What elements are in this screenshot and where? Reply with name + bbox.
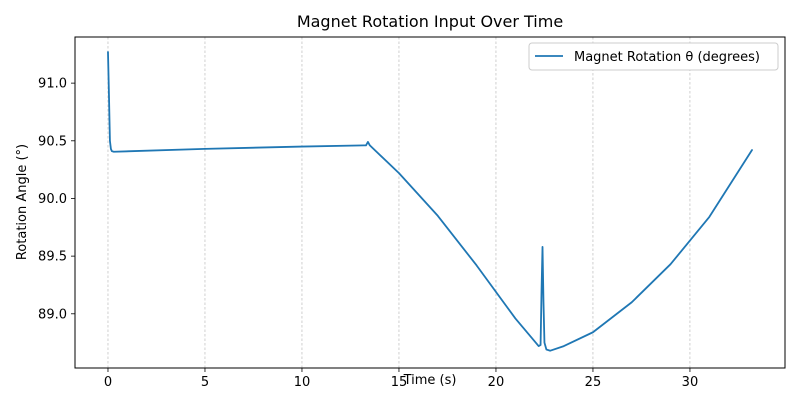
x-axis-title: Time (s) xyxy=(403,373,457,388)
series-layer xyxy=(107,51,753,352)
x-tick-label: 15 xyxy=(391,375,408,390)
legend: Magnet Rotation θ (degrees) xyxy=(528,42,779,71)
y-tick-label: 91.0 xyxy=(38,77,67,92)
legend-box xyxy=(528,42,779,71)
y-tick-label: 89.5 xyxy=(38,250,67,265)
chart-title: Magnet Rotation Input Over Time xyxy=(297,12,563,31)
y-axis-title: Rotation Angle (°) xyxy=(15,144,30,260)
x-tick-label: 20 xyxy=(488,375,505,390)
y-axis-ticks: 89.0 89.5 90.0 90.5 91.0 xyxy=(38,77,75,322)
x-axis-ticks: 0 5 10 15 20 25 30 xyxy=(104,368,698,390)
x-tick-label: 5 xyxy=(201,375,209,390)
x-tick-label: 0 xyxy=(104,375,112,390)
series-line xyxy=(107,51,753,352)
y-tick-label: 90.0 xyxy=(38,192,67,207)
legend-label: Magnet Rotation θ (degrees) xyxy=(574,50,760,65)
x-tick-label: 30 xyxy=(682,375,699,390)
grid xyxy=(107,37,691,368)
plot-background xyxy=(75,37,785,368)
y-tick-label: 89.0 xyxy=(38,307,67,322)
y-tick-label: 90.5 xyxy=(38,134,67,149)
x-tick-label: 10 xyxy=(294,375,311,390)
plot-frame xyxy=(74,36,786,369)
x-tick-label: 25 xyxy=(585,375,602,390)
